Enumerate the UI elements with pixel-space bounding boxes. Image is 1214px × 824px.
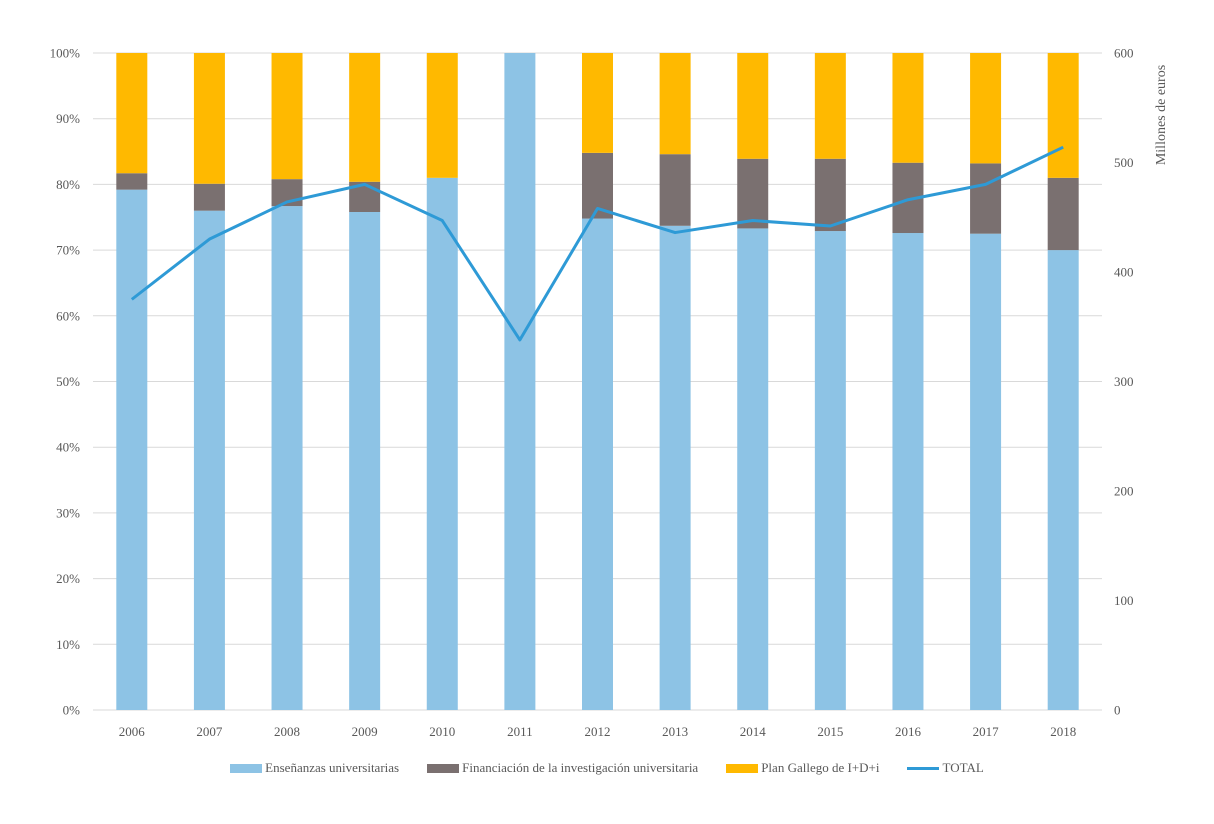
legend-label-ensenanzas: Enseñanzas universitarias [265,760,400,775]
bar-plan-gallego-de-i-d-i-2013 [659,53,691,155]
bar-plan-gallego-de-i-d-i-2018 [1047,53,1079,178]
bar-ensenanzas-universitarias-2011 [504,53,536,710]
x-tick-label: 2014 [740,724,767,739]
bar-ensenanzas-universitarias-2010 [426,177,458,710]
bar-plan-gallego-de-i-d-i-2006 [116,53,148,174]
bar-plan-gallego-de-i-d-i-2016 [892,53,924,163]
right-axis-title: Millones de euros [1154,65,1169,165]
left-tick-label: 0% [63,703,81,718]
bar-plan-gallego-de-i-d-i-2015 [814,53,846,159]
bar-financiacion-de-la-investigacion-universitaria-2007 [193,183,225,211]
x-tick-label: 2009 [352,724,378,739]
bar-financiacion-de-la-investigacion-universitaria-2017 [970,163,1002,234]
left-tick-label: 100% [50,46,81,61]
left-tick-label: 30% [56,505,80,520]
legend-swatch-financiacion [427,763,460,773]
x-axis-ticks: 2006 2007 2008 2009 2010 2011 2012 2013 2014 2015… [119,724,1076,739]
legend-label-total: TOTAL [942,760,984,775]
left-tick-label: 50% [56,374,80,389]
bar-plan-gallego-de-i-d-i-2008 [271,53,303,180]
right-tick-label: 300 [1114,374,1134,389]
bar-plan-gallego-de-i-d-i-2012 [582,53,613,153]
bar-plan-gallego-de-i-d-i-2010 [426,53,458,178]
left-tick-label: 60% [56,308,80,323]
bar-ensenanzas-universitarias-2008 [271,206,303,710]
x-tick-label: 2015 [817,724,843,739]
bar-ensenanzas-universitarias-2017 [970,233,1002,711]
bar-financiacion-de-la-investigacion-universitaria-2014 [737,158,769,229]
right-tick-label: 500 [1114,155,1134,170]
bar-financiacion-de-la-investigacion-universitaria-2013 [659,154,691,226]
legend-label-plan-gallego: Plan Gallego de I+D+i [761,760,880,775]
left-axis-ticks: 0% 10% 20% 30% 40% 50% 60% 70% 80% 90% 100% [50,46,81,718]
legend-swatch-total [907,766,940,770]
bar-plan-gallego-de-i-d-i-2009 [349,53,381,182]
x-tick-label: 2007 [196,724,223,739]
bar-ensenanzas-universitarias-2007 [193,210,225,710]
x-tick-label: 2006 [119,724,146,739]
x-tick-label: 2008 [274,724,300,739]
left-tick-label: 20% [56,571,80,586]
x-tick-label: 2012 [585,724,611,739]
right-tick-label: 0 [1114,703,1121,718]
x-tick-label: 2011 [507,724,533,739]
legend-swatch-plan-gallego [726,763,759,773]
total-line-layer [130,145,1064,342]
right-tick-label: 100 [1114,593,1134,608]
bar-ensenanzas-universitarias-2015 [814,231,846,710]
bars [116,53,1079,711]
x-tick-label: 2013 [662,724,688,739]
left-tick-label: 10% [56,637,80,652]
bar-financiacion-de-la-investigacion-universitaria-2006 [116,173,148,190]
left-tick-label: 90% [56,111,80,126]
legend-item-ensenanzas: Enseñanzas universitarias [230,760,399,776]
bar-ensenanzas-universitarias-2014 [737,228,769,710]
x-tick-label: 2018 [1050,724,1076,739]
bar-plan-gallego-de-i-d-i-2017 [970,53,1002,164]
x-tick-label: 2017 [973,724,1000,739]
x-tick-label: 2016 [895,724,922,739]
bar-financiacion-de-la-investigacion-universitaria-2018 [1047,177,1079,251]
left-tick-label: 80% [56,177,80,192]
legend-swatch-ensenanzas [230,763,263,773]
bar-ensenanzas-universitarias-2013 [659,225,691,710]
bar-plan-gallego-de-i-d-i-2007 [193,53,225,184]
legend-item-total: TOTAL [907,760,984,776]
bar-ensenanzas-universitarias-2012 [582,218,613,710]
bar-ensenanzas-universitarias-2018 [1047,250,1079,710]
legend-label-financiacion: Financiación de la investigación univers… [462,760,699,775]
legend: Enseñanzas universitarias Financiación d… [0,760,1214,776]
bar-ensenanzas-universitarias-2016 [892,233,924,710]
x-tick-label: 2010 [429,724,455,739]
legend-item-plan-gallego: Plan Gallego de I+D+i [726,760,879,776]
left-tick-label: 40% [56,440,80,455]
bar-financiacion-de-la-investigacion-universitaria-2015 [814,158,846,232]
right-tick-label: 400 [1114,265,1134,280]
right-tick-label: 600 [1114,46,1134,61]
bar-ensenanzas-universitarias-2006 [116,189,148,710]
right-axis-ticks: 0 100 200 300 400 500 600 [1114,46,1134,718]
bar-plan-gallego-de-i-d-i-2014 [737,53,769,159]
left-tick-label: 70% [56,243,80,258]
right-tick-label: 200 [1114,484,1134,499]
legend-item-financiacion: Financiación de la investigación univers… [427,760,698,776]
bar-ensenanzas-universitarias-2009 [349,211,381,710]
